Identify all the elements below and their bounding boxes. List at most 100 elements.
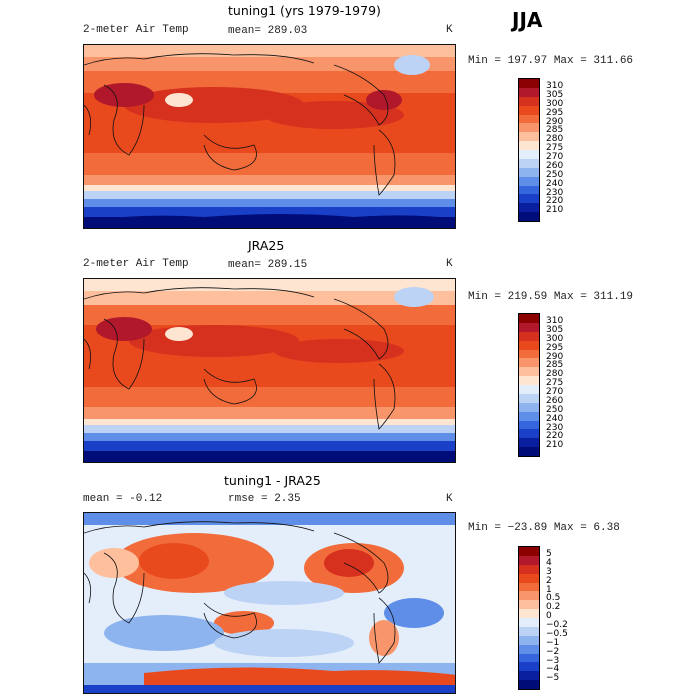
- colorbar-swatch: [519, 314, 539, 323]
- colorbar-swatch: [519, 547, 539, 556]
- colorbar-tick-label: 290: [546, 351, 564, 362]
- panel-2-colorbar: [518, 313, 540, 457]
- panel-2-units: K: [446, 258, 453, 270]
- colorbar-swatch: [519, 185, 539, 195]
- colorbar-swatch: [519, 176, 539, 186]
- colorbar-swatch: [519, 358, 539, 368]
- colorbar-tick-label: 220: [546, 196, 564, 207]
- colorbar-swatch: [519, 626, 539, 636]
- colorbar-tick-label: 0.2: [546, 602, 561, 613]
- colorbar-swatch: [519, 438, 539, 448]
- colorbar-tick-label: 270: [546, 387, 564, 397]
- colorbar-swatch: [519, 87, 539, 97]
- colorbar-tick-label: 210: [546, 205, 564, 216]
- colorbar-swatch: [519, 203, 539, 213]
- panel-2-mean-label: mean= 289.15: [228, 259, 308, 271]
- colorbar-swatch: [519, 141, 539, 150]
- panel-1-map: [83, 44, 456, 229]
- colorbar-tick-label: 0: [546, 611, 552, 622]
- temperature-map-tuning1: [84, 45, 455, 228]
- colorbar-swatch: [519, 609, 539, 618]
- colorbar-tick-label: −5: [546, 673, 560, 684]
- colorbar-swatch: [519, 680, 539, 689]
- colorbar-swatch: [519, 420, 539, 430]
- panel-3-colorbar-labels: 5 4 3 2 1 0.5 0.2 0 −0.2 −0.5 −1 −2 −3 −4 −5: [546, 550, 586, 690]
- colorbar-tick-label: 300: [546, 98, 564, 109]
- colorbar-tick-label: 285: [546, 360, 564, 371]
- colorbar-tick-label: 270: [546, 152, 564, 162]
- panel-3-colorbar: [518, 546, 540, 690]
- colorbar-swatch: [519, 114, 539, 124]
- colorbar-swatch: [519, 653, 539, 663]
- colorbar-tick-label: −0.2: [546, 620, 568, 630]
- panel-1-mean-label: mean= 289.03: [228, 25, 308, 37]
- colorbar-tick-label: 210: [546, 440, 564, 451]
- colorbar-tick-label: 1: [546, 584, 552, 595]
- colorbar-swatch: [519, 167, 539, 177]
- colorbar-tick-label: 280: [546, 134, 564, 145]
- colorbar-swatch: [519, 429, 539, 439]
- colorbar-swatch: [519, 158, 539, 168]
- colorbar-tick-label: 285: [546, 125, 564, 136]
- colorbar-swatch: [519, 367, 539, 377]
- colorbar-swatch: [519, 194, 539, 204]
- colorbar-tick-label: 295: [546, 342, 564, 353]
- colorbar-swatch: [519, 349, 539, 359]
- colorbar-swatch: [519, 402, 539, 412]
- colorbar-tick-label: 310: [546, 316, 564, 326]
- panel-3-min-max: Min = −23.89 Max = 6.38: [468, 522, 620, 534]
- colorbar-swatch: [519, 591, 539, 601]
- colorbar-tick-label: 5: [546, 549, 552, 559]
- colorbar-swatch: [519, 564, 539, 574]
- colorbar-tick-label: 295: [546, 107, 564, 118]
- colorbar-swatch: [519, 132, 539, 142]
- colorbar-tick-label: −0.5: [546, 628, 568, 639]
- colorbar-swatch: [519, 150, 539, 159]
- colorbar-swatch: [519, 411, 539, 421]
- panel-1-units: K: [446, 24, 453, 36]
- colorbar-tick-label: 260: [546, 395, 564, 406]
- colorbar-tick-label: 240: [546, 413, 564, 424]
- panel-1-min-max: Min = 197.97 Max = 311.66: [468, 55, 634, 67]
- colorbar-tick-label: 275: [546, 378, 564, 389]
- panel-1-colorbar-labels: 310 305 300 295 290 285 280 275 270 260 250 240 230 2…: [546, 82, 586, 222]
- panel-3-map: [83, 512, 456, 694]
- season-label: JJA: [512, 8, 543, 32]
- colorbar-swatch: [519, 322, 539, 332]
- panel-2-variable-label: 2-meter Air Temp: [83, 258, 189, 270]
- temperature-map-jra25: [84, 279, 455, 462]
- colorbar-tick-label: 280: [546, 369, 564, 380]
- panel-3-units: K: [446, 493, 453, 505]
- colorbar-tick-label: 2: [546, 575, 552, 586]
- panel-2-title: JRA25: [248, 238, 285, 253]
- colorbar-tick-label: 250: [546, 404, 564, 415]
- colorbar-swatch: [519, 618, 539, 627]
- colorbar-tick-label: 290: [546, 116, 564, 127]
- colorbar-swatch: [519, 662, 539, 672]
- colorbar-swatch: [519, 123, 539, 133]
- panel-1-title: tuning1 (yrs 1979-1979): [228, 3, 381, 18]
- panel-2-map: [83, 278, 456, 463]
- colorbar-tick-label: 250: [546, 169, 564, 180]
- colorbar-tick-label: 4: [546, 557, 552, 568]
- colorbar-tick-label: −4: [546, 664, 560, 675]
- panel-3-rmse-label: rmse = 2.35: [228, 493, 301, 505]
- colorbar-swatch: [519, 573, 539, 583]
- colorbar-tick-label: 240: [546, 178, 564, 189]
- colorbar-tick-label: 275: [546, 143, 564, 154]
- colorbar-swatch: [519, 79, 539, 88]
- colorbar-swatch: [519, 555, 539, 565]
- colorbar-swatch: [519, 331, 539, 341]
- panel-2-colorbar-labels: 310 305 300 295 290 285 280 275 270 260 250 240 230 2…: [546, 317, 586, 457]
- colorbar-tick-label: 305: [546, 324, 564, 335]
- colorbar-tick-label: 230: [546, 187, 564, 198]
- colorbar-swatch: [519, 376, 539, 385]
- colorbar-tick-label: 3: [546, 566, 552, 577]
- panel-2-min-max: Min = 219.59 Max = 311.19: [468, 291, 634, 303]
- colorbar-swatch: [519, 393, 539, 403]
- panel-1-variable-label: 2-meter Air Temp: [83, 24, 189, 36]
- colorbar-tick-label: −3: [546, 655, 560, 666]
- colorbar-tick-label: 305: [546, 89, 564, 100]
- colorbar-tick-label: −1: [546, 637, 560, 648]
- colorbar-swatch: [519, 105, 539, 115]
